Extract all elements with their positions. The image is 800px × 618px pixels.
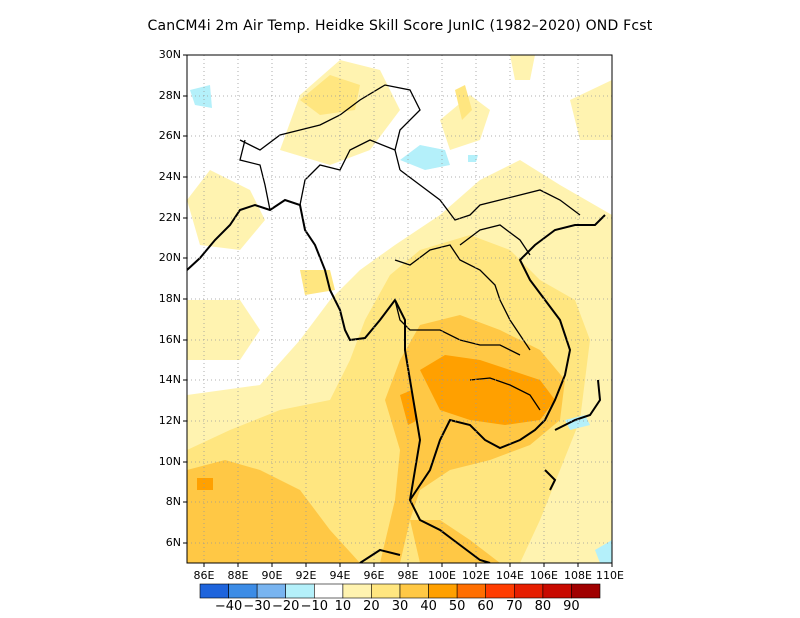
lat-label: 30N [158, 48, 181, 61]
colorbar-label: −20 [271, 599, 300, 614]
colorbar-label: 10 [334, 599, 352, 614]
colorbar-label: 50 [448, 599, 466, 614]
colorbar-label: −40 [214, 599, 243, 614]
colorbar-label: 60 [477, 599, 494, 614]
colorbar-label: 70 [506, 599, 523, 614]
lon-label: 86E [193, 569, 215, 582]
colorbar [199, 583, 601, 599]
map-frame [186, 54, 613, 564]
colorbar-box [228, 583, 258, 599]
axis-ticks [183, 54, 613, 567]
coastlines [187, 198, 606, 563]
lat-label: 10N [158, 455, 181, 468]
lat-label: 8N [165, 495, 181, 508]
colorbar-box [371, 583, 401, 599]
lat-label: 20N [158, 251, 181, 264]
colorbar-label: −10 [300, 599, 329, 614]
lat-label: 28N [158, 89, 181, 102]
colorbar-box [342, 583, 372, 599]
lon-label: 98E [397, 569, 419, 582]
lon-label: 104E [496, 569, 524, 582]
skill-level-neg10 [190, 85, 612, 563]
colorbar-label: 20 [363, 599, 380, 614]
lon-label: 90E [261, 569, 283, 582]
colorbar-box [542, 583, 572, 599]
colorbar-box [399, 583, 429, 599]
lon-label: 88E [227, 569, 249, 582]
colorbar-box [285, 583, 315, 599]
colorbar-label: 30 [391, 599, 409, 614]
colorbar-label: 80 [534, 599, 552, 614]
lon-label: 106E [530, 569, 558, 582]
lon-label: 100E [428, 569, 456, 582]
map-title: CanCM4i 2m Air Temp. Heidke Skill Score … [147, 18, 653, 34]
colorbar-box [256, 583, 287, 599]
gridlines [187, 55, 612, 563]
political-borders [239, 84, 581, 411]
lon-label: 92E [295, 569, 317, 582]
lat-label: 16N [158, 333, 181, 346]
colorbar-label: 40 [420, 599, 437, 614]
lat-label: 6N [165, 536, 181, 549]
colorbar-box [513, 583, 544, 599]
lon-label: 110E [596, 569, 624, 582]
colorbar-label: −30 [243, 599, 271, 614]
lat-label: 14N [158, 373, 181, 386]
lat-label: 24N [158, 170, 181, 183]
lon-label: 94E [329, 569, 351, 582]
colorbar-label: 90 [563, 599, 580, 614]
colorbar-box [199, 583, 229, 599]
lat-label: 26N [158, 129, 181, 142]
lat-label: 18N [158, 292, 181, 305]
colorbar-box [428, 583, 458, 599]
lon-label: 102E [462, 569, 490, 582]
colorbar-box [571, 583, 601, 599]
colorbar-box [313, 583, 344, 599]
colorbar-box [456, 583, 487, 599]
lon-label: 108E [564, 569, 592, 582]
colorbar-box [485, 583, 515, 599]
lon-label: 96E [363, 569, 385, 582]
lat-label: 12N [158, 414, 181, 427]
lat-label: 22N [158, 211, 181, 224]
